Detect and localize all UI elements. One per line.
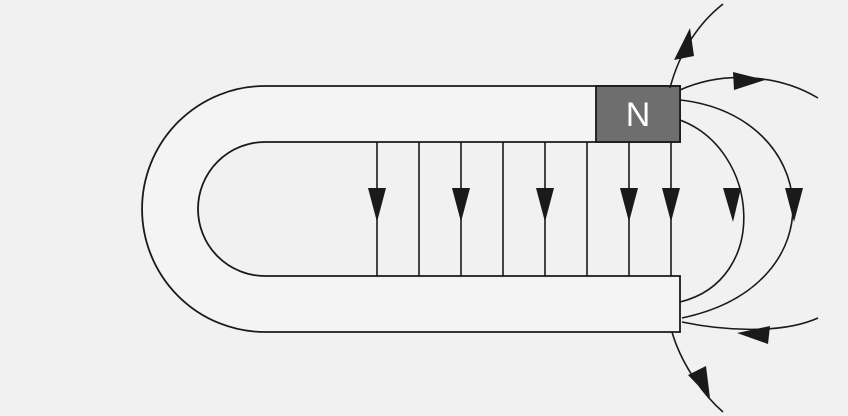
up-arrowhead xyxy=(688,366,710,398)
inner-field-lines xyxy=(368,142,680,276)
down-arrowhead xyxy=(536,188,554,222)
right-arrowhead xyxy=(733,72,765,90)
left-arrowhead xyxy=(737,326,770,344)
down-arrowhead xyxy=(785,188,803,222)
down-arrowhead xyxy=(452,188,470,222)
up-arrowhead xyxy=(674,28,694,60)
outer-field-lines xyxy=(669,3,819,413)
down-arrowhead xyxy=(368,188,386,222)
field-line xyxy=(679,99,794,319)
down-arrowhead xyxy=(620,188,638,222)
north-pole-label: N xyxy=(626,96,651,134)
field-line xyxy=(681,317,819,331)
field-line xyxy=(669,3,724,89)
down-arrowhead xyxy=(662,188,680,222)
down-arrowhead xyxy=(723,188,741,222)
field-line xyxy=(679,119,745,303)
north-pole-block xyxy=(595,85,681,143)
